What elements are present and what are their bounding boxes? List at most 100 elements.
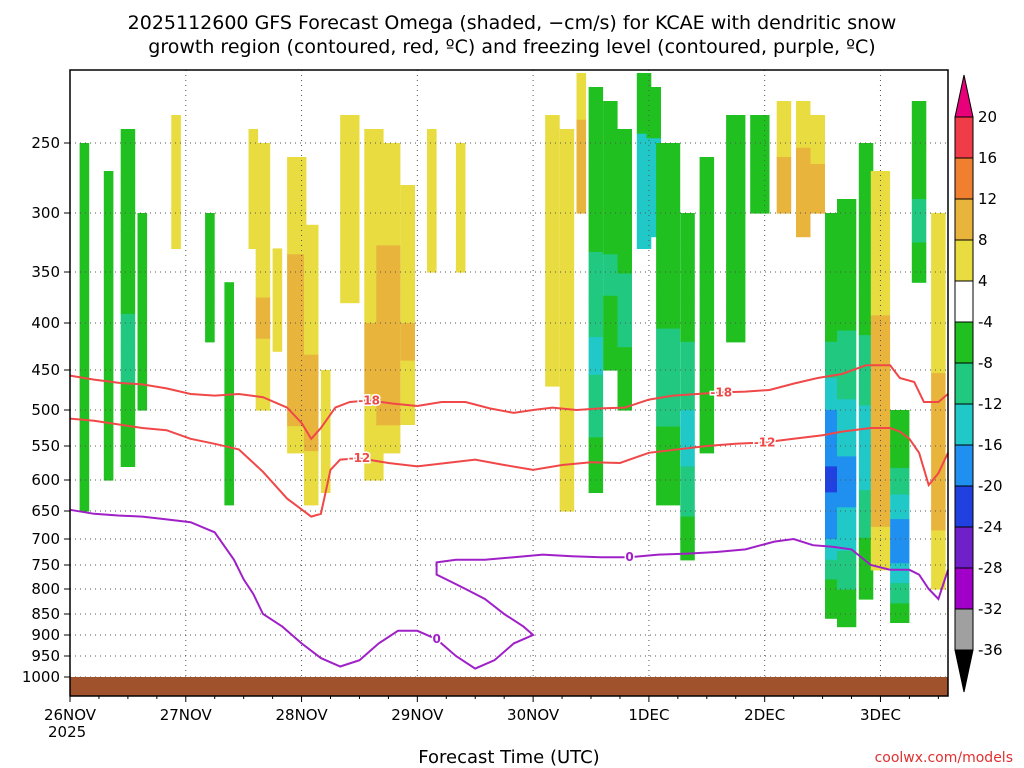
omega-cell-26 [120,440,136,467]
omega-cell-66 [304,315,319,356]
omega-cell-142 [603,295,618,335]
omega-cell-54 [272,285,283,321]
omega-cell-61 [287,367,307,399]
omega-cell-20 [120,231,136,276]
omega-cell-273 [931,403,946,433]
omega-cell-50 [255,297,271,340]
omega-cell-264 [911,101,927,151]
omega-cell-15 [103,391,114,424]
omega-cell-27 [137,213,148,261]
omega-cell-6 [79,402,90,433]
omega-cell-3 [79,292,90,333]
y-tick-label-950: 950 [31,647,60,665]
omega-cell-14 [103,355,114,392]
omega-cell-12 [103,274,114,318]
y-tick-label-900: 900 [31,626,60,644]
omega-cell-225 [837,550,857,572]
omega-cell-149 [617,347,632,381]
omega-cell-42 [224,424,234,454]
omega-cell-96 [376,425,401,454]
omega-cell-229 [858,143,874,201]
source-credit: coolwx.com/models [875,750,1013,766]
omega-cell-259 [890,519,910,543]
omega-cell-214 [837,199,857,249]
y-tick-label-350: 350 [31,263,60,281]
omega-cell-191 [750,115,770,165]
omega-cell-212 [825,579,840,600]
colorbar-swatch-10 [954,526,974,569]
omega-cell-250 [870,450,891,479]
omega-cell-157 [656,143,681,199]
omega-cell-5 [79,370,90,403]
omega-cell-202 [825,302,840,343]
colorbar-swatch-2 [954,198,974,241]
omega-cell-207 [825,466,840,493]
omega-cell-2 [79,248,90,293]
omega-cell-25 [120,413,136,441]
omega-cell-168 [680,260,695,304]
omega-cell-114 [545,351,560,387]
omega-cell-262 [890,583,910,604]
omega-cell-48 [255,201,271,253]
omega-cell-187 [726,168,746,221]
omega-cell-24 [120,383,136,414]
omega-cell-193 [776,101,792,158]
omega-cell-16 [103,422,114,453]
omega-cell-7 [79,431,90,461]
omega-cell-232 [858,294,874,336]
omega-cell-126 [576,119,587,167]
omega-cell-120 [559,365,575,400]
y-tick-label-1000: 1000 [22,668,60,686]
omega-cell-72 [320,370,331,405]
omega-cell-122 [559,429,575,459]
contour-label-dgz-1-0: -12 [349,451,371,465]
colorbar: 20 16 12 8 4 -4 -8 -12 -16 -20 -24 -28 -32 -36 [954,74,1003,693]
omega-cell-92 [376,288,401,329]
colorbar-swatch-0 [954,116,974,159]
omega-cell-271 [931,337,946,374]
omega-cell-93 [376,327,401,365]
omega-cell-162 [656,365,681,398]
colorbar-label-2: 12 [978,190,997,208]
omega-cell-94 [376,364,401,397]
omega-cell-65 [304,273,319,316]
chart-title-line2: growth region (contoured, red, ºC) and f… [148,36,875,58]
omega-cell-64 [304,224,319,274]
omega-cell-125 [576,73,587,121]
omega-cell-90 [376,197,401,247]
omega-cell-158 [656,197,681,247]
omega-cell-67 [304,354,319,391]
omega-cell-75 [320,464,331,493]
x-tick-label-29NOV: 29NOV [391,706,444,724]
x-tick-label-30NOV: 30NOV [507,706,560,724]
omega-cell-39 [224,323,234,362]
colorbar-swatch-11 [954,567,974,610]
omega-cell-124 [559,485,575,512]
omega-cell-43 [224,452,234,481]
omega-cell-57 [287,209,307,255]
contour-label-dgz-0-0: -18 [358,393,380,407]
omega-cell-34 [171,208,181,249]
y-tick-label-250: 250 [31,134,60,152]
colorbar-swatch-8 [954,444,974,487]
colorbar-label-6: -8 [978,354,993,372]
contour-label-freezing-2-1: 0 [625,550,633,564]
colorbar-label-10: -24 [978,518,1003,536]
colorbar-label-0: 20 [978,108,997,126]
x-tick-label-26NOV: 26NOV [44,706,97,724]
omega-cell-165 [656,454,681,482]
omega-cell-36 [205,260,215,304]
omega-cell-74 [320,435,331,466]
chart-title-line1: 2025112600 GFS Forecast Omega (shaded, −… [128,12,897,34]
colorbar-label-1: 16 [978,149,997,167]
contour-dgz-0 [69,364,949,441]
omega-cell-53 [272,248,283,287]
omega-cell-33 [171,161,181,209]
omega-cell-70 [304,451,319,480]
omega-cell-166 [656,480,681,506]
omega-cell-261 [890,563,910,584]
omega-cell-198 [810,115,825,165]
omega-cell-76 [340,115,360,169]
omega-cell-223 [837,507,857,531]
omega-cell-13 [103,316,114,357]
